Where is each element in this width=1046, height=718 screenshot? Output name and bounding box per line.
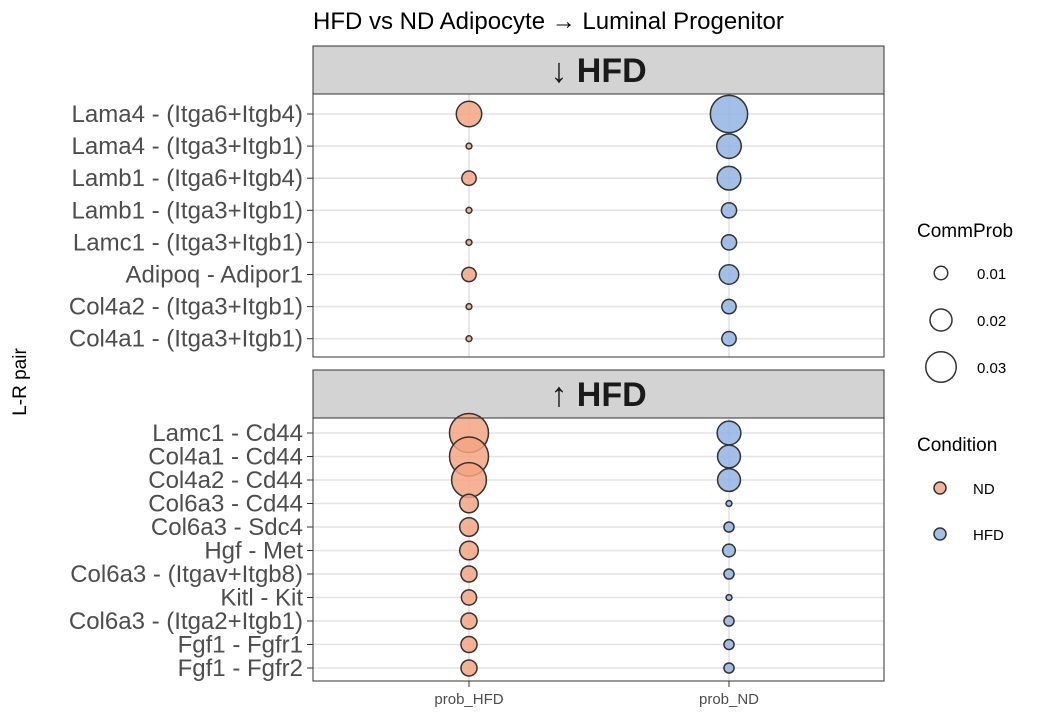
x-tick-label: prob_ND bbox=[699, 691, 759, 708]
legend-size-key bbox=[925, 351, 957, 383]
data-point bbox=[465, 238, 473, 247]
y-tick-label: Lama4 - (Itga3+Itgb1) bbox=[72, 133, 303, 160]
data-point bbox=[460, 589, 478, 606]
data-point bbox=[450, 461, 488, 499]
data-point bbox=[465, 142, 473, 150]
panel-border bbox=[312, 93, 885, 358]
y-tick-label: Lamb1 - (Itga6+Itgb4) bbox=[72, 165, 303, 192]
data-point bbox=[720, 234, 738, 251]
y-tick-label: Lama4 - (Itga6+Itgb4) bbox=[72, 101, 303, 128]
data-point bbox=[723, 662, 735, 674]
data-point bbox=[460, 635, 478, 654]
data-point bbox=[715, 133, 743, 160]
data-point bbox=[720, 201, 738, 219]
legend-color-title: Condition bbox=[917, 435, 997, 456]
facet-panel: ↓ HFD Lama4 - (Itga6+Itgb4) Lama4 - (Itga3… bbox=[69, 45, 885, 358]
data-point bbox=[725, 593, 733, 602]
y-tick-label: Lamb1 - (Itga3+Itgb1) bbox=[72, 197, 303, 224]
data-point bbox=[723, 615, 735, 627]
data-point bbox=[716, 467, 742, 493]
data-point bbox=[716, 444, 742, 469]
legend-size-label: 0.03 bbox=[977, 360, 1006, 377]
legend-size-label: 0.01 bbox=[977, 266, 1006, 283]
y-tick-label: Col4a1 - (Itga3+Itgb1) bbox=[69, 326, 303, 353]
panel-background bbox=[313, 418, 884, 681]
data-point bbox=[465, 206, 473, 214]
data-point bbox=[465, 335, 473, 343]
y-tick-label: Col6a3 - (Itgav+Itgb8) bbox=[70, 561, 303, 588]
y-tick-label: Adipoq - Adipor1 bbox=[126, 262, 303, 289]
facet-strip-label: ↓ HFD bbox=[550, 52, 646, 90]
data-point bbox=[461, 266, 477, 283]
data-point bbox=[716, 165, 742, 191]
data-point bbox=[458, 493, 480, 514]
data-point bbox=[709, 94, 749, 134]
panel-border bbox=[312, 417, 885, 682]
data-point bbox=[460, 659, 478, 677]
y-tick-label: Col4a2 - (Itga3+Itgb1) bbox=[69, 294, 303, 321]
y-tick-label: Col6a3 - Cd44 bbox=[148, 491, 303, 518]
data-point bbox=[716, 420, 742, 446]
x-axis-ticks: prob_HFD prob_ND bbox=[434, 681, 759, 708]
data-point bbox=[721, 330, 737, 347]
legend: CommProb 0.01 0.02 0.03 Condition ND HFD bbox=[917, 221, 1013, 544]
data-point bbox=[723, 568, 735, 580]
data-point bbox=[455, 100, 483, 128]
y-tick-label: Lamc1 - Cd44 bbox=[152, 420, 303, 447]
legend-size-key bbox=[933, 265, 949, 281]
y-tick-label: Hgf - Met bbox=[204, 538, 303, 565]
facets: ↓ HFD Lama4 - (Itga6+Itgb4) Lama4 - (Itga3… bbox=[69, 45, 885, 682]
legend-size-key bbox=[929, 308, 953, 332]
legend-color-label: ND bbox=[973, 481, 995, 498]
legend-size-label: 0.02 bbox=[977, 313, 1006, 330]
y-tick-label: Col6a3 - Sdc4 bbox=[151, 514, 303, 541]
data-point bbox=[458, 516, 480, 538]
legend-color-key bbox=[933, 527, 947, 541]
legend-size-title: CommProb bbox=[917, 221, 1013, 242]
data-point bbox=[460, 612, 478, 630]
data-point bbox=[721, 298, 737, 315]
data-point bbox=[460, 565, 478, 583]
data-point bbox=[723, 638, 735, 651]
facet-strip-label: ↑ HFD bbox=[550, 376, 646, 414]
data-point bbox=[461, 170, 477, 187]
panel-background bbox=[313, 94, 884, 357]
legend-color-label: HFD bbox=[973, 527, 1004, 544]
y-tick-label: Col6a3 - (Itga2+Itgb1) bbox=[69, 608, 303, 635]
data-point bbox=[718, 264, 740, 285]
y-tick-label: Kitl - Kit bbox=[220, 585, 303, 612]
y-tick-label: Col4a2 - Cd44 bbox=[148, 467, 303, 494]
data-point bbox=[721, 543, 737, 558]
data-point bbox=[458, 540, 480, 561]
y-tick-label: Col4a1 - Cd44 bbox=[148, 444, 303, 471]
y-tick-label: Fgf1 - Fgfr2 bbox=[178, 655, 303, 682]
y-tick-label: Fgf1 - Fgfr1 bbox=[178, 632, 303, 659]
facet-strip bbox=[312, 369, 885, 419]
facet-strip bbox=[312, 45, 885, 95]
y-axis-title: L-R pair bbox=[10, 348, 31, 416]
y-tick-label: Lamc1 - (Itga3+Itgb1) bbox=[73, 229, 303, 256]
x-tick-label: prob_HFD bbox=[434, 691, 503, 708]
data-point bbox=[723, 521, 735, 533]
data-point bbox=[465, 302, 473, 311]
legend-color-key bbox=[933, 481, 947, 495]
data-point bbox=[725, 499, 733, 508]
chart-title: HFD vs ND Adipocyte → Luminal Progenitor bbox=[313, 8, 784, 35]
